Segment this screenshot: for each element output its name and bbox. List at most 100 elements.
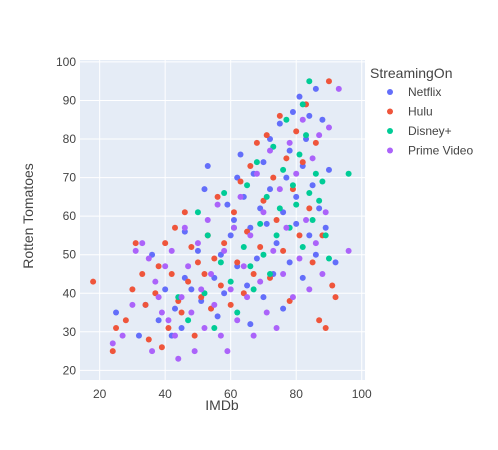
point-hulu	[178, 309, 185, 316]
legend-title: StreamingOn	[370, 65, 452, 81]
point-disney	[325, 255, 332, 262]
y-tick-labels: 20 30 40 50 60 70 80 90 100	[56, 55, 76, 377]
point-netflix	[293, 193, 300, 200]
point-disney	[306, 190, 313, 197]
point-prime-video	[260, 209, 267, 216]
point-prime-video	[244, 294, 251, 301]
point-disney	[257, 220, 264, 227]
legend-item-hulu[interactable]: Hulu	[387, 105, 433, 119]
point-hulu	[185, 278, 192, 285]
point-disney	[263, 193, 270, 200]
point-hulu	[227, 301, 234, 308]
point-prime-video	[267, 147, 273, 154]
point-prime-video	[214, 201, 221, 208]
point-disney	[211, 324, 218, 331]
point-prime-video	[299, 116, 306, 123]
point-netflix	[237, 151, 244, 158]
point-netflix	[306, 112, 313, 119]
point-disney	[244, 182, 251, 189]
point-disney	[296, 151, 303, 158]
point-hulu	[90, 278, 97, 285]
point-prime-video	[132, 247, 139, 254]
legend-marker	[387, 128, 393, 134]
y-tick-label: 20	[63, 363, 77, 377]
point-netflix	[178, 324, 185, 331]
point-prime-video	[181, 224, 188, 231]
legend-label: Netflix	[408, 85, 441, 99]
point-prime-video	[145, 255, 152, 262]
point-hulu	[181, 209, 188, 216]
point-netflix	[325, 166, 332, 173]
point-prime-video	[234, 317, 241, 324]
point-hulu	[217, 282, 224, 289]
point-netflix	[155, 317, 162, 324]
point-disney	[322, 232, 329, 239]
point-prime-video	[319, 270, 326, 277]
point-prime-video	[230, 224, 237, 231]
point-prime-video	[293, 170, 300, 177]
point-netflix	[201, 186, 208, 193]
point-prime-video	[165, 317, 172, 324]
point-netflix	[289, 109, 296, 116]
point-prime-video	[208, 270, 215, 277]
legend-item-disney[interactable]: Disney+	[387, 124, 452, 138]
x-tick-label: 100	[352, 387, 372, 401]
point-prime-video	[194, 240, 201, 247]
point-prime-video	[309, 155, 316, 162]
point-hulu	[109, 348, 116, 355]
point-netflix	[214, 313, 221, 320]
y-tick-label: 60	[63, 209, 77, 223]
point-prime-video	[306, 286, 313, 293]
point-prime-video	[198, 286, 205, 293]
point-hulu	[172, 224, 178, 231]
point-prime-video	[109, 340, 116, 347]
point-netflix	[162, 286, 169, 293]
point-prime-video	[316, 132, 323, 139]
point-netflix	[247, 321, 254, 328]
point-hulu	[273, 217, 280, 223]
point-netflix	[299, 274, 306, 281]
point-hulu	[188, 243, 195, 250]
legend-item-prime-video[interactable]: Prime Video	[387, 144, 473, 158]
point-netflix	[319, 116, 326, 123]
point-prime-video	[270, 247, 277, 254]
point-hulu	[142, 301, 149, 308]
point-hulu	[299, 159, 306, 166]
point-prime-video	[322, 209, 329, 216]
x-tick-label: 80	[290, 387, 304, 401]
legend-item-netflix[interactable]: Netflix	[387, 85, 441, 99]
point-hulu	[234, 259, 241, 266]
point-hulu	[132, 240, 139, 247]
point-disney	[306, 78, 313, 85]
point-hulu	[211, 255, 218, 262]
point-netflix	[276, 120, 283, 127]
point-prime-video	[139, 240, 146, 247]
point-prime-video	[188, 309, 195, 316]
point-netflix	[263, 220, 270, 227]
point-netflix	[260, 159, 267, 166]
point-prime-video	[191, 348, 198, 355]
y-tick-label: 40	[63, 286, 77, 300]
point-disney	[250, 286, 257, 293]
point-disney	[319, 178, 326, 185]
point-disney	[234, 309, 241, 316]
point-netflix	[296, 93, 303, 100]
point-disney	[185, 317, 192, 324]
point-prime-video	[175, 355, 182, 362]
point-netflix	[332, 259, 339, 266]
point-hulu	[263, 132, 270, 139]
point-netflix	[204, 163, 211, 170]
point-prime-video	[335, 85, 342, 92]
point-disney	[283, 116, 290, 123]
point-prime-video	[312, 240, 319, 247]
y-axis-title: Rotten Tomatoes	[20, 163, 36, 269]
point-netflix	[306, 232, 313, 239]
point-netflix	[221, 290, 228, 297]
point-hulu	[191, 332, 198, 339]
point-prime-video	[280, 270, 287, 277]
point-hulu	[230, 209, 237, 216]
point-hulu	[214, 193, 221, 200]
gridlines	[80, 60, 365, 380]
point-prime-video	[227, 286, 234, 293]
point-hulu	[329, 282, 336, 289]
